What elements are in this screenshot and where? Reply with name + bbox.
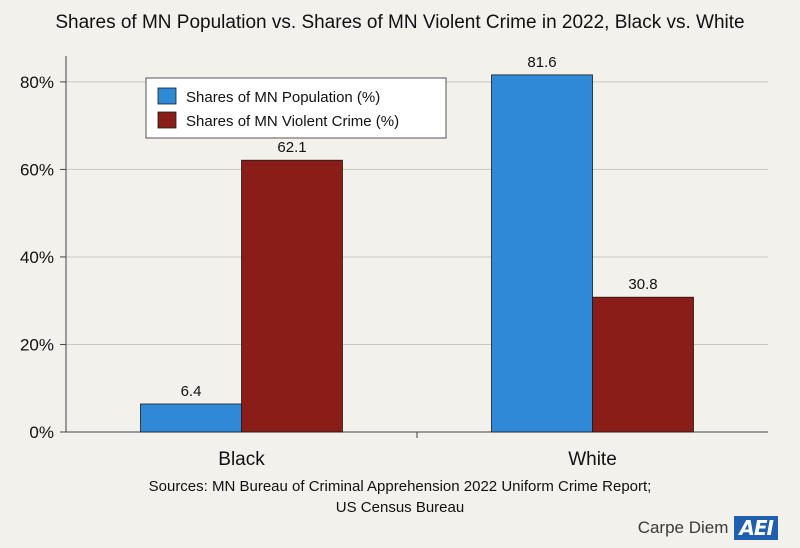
source-line-2: US Census Bureau	[335, 499, 465, 516]
legend-swatch	[157, 87, 177, 105]
bar	[592, 296, 694, 433]
x-category-label: White	[568, 449, 617, 470]
bar	[140, 403, 242, 433]
chart-title: Shares of MN Population vs. Shares of MN…	[55, 12, 745, 33]
bar	[491, 74, 593, 433]
source-line-1: Sources: MN Bureau of Criminal Apprehens…	[148, 478, 652, 495]
y-tick-label: 80%	[20, 73, 54, 92]
aei-logo: AEI	[734, 516, 778, 540]
y-tick-label: 0%	[29, 423, 54, 442]
legend-box	[145, 77, 447, 139]
data-label: 81.6	[527, 54, 556, 71]
y-tick-label: 40%	[20, 248, 54, 267]
bar	[241, 159, 343, 433]
legend-label: Shares of MN Population (%)	[186, 89, 380, 106]
data-label: 6.4	[181, 383, 202, 400]
y-tick-label: 60%	[20, 160, 54, 179]
data-label: 30.8	[628, 276, 657, 293]
legend-label: Shares of MN Violent Crime (%)	[186, 113, 399, 130]
legend-swatch	[157, 111, 177, 129]
source-note: Sources: MN Bureau of Criminal Apprehens…	[0, 476, 800, 518]
brand-text: Carpe Diem	[637, 518, 729, 537]
y-tick-label: 20%	[20, 335, 54, 354]
x-category-label: Black	[218, 449, 265, 470]
data-label: 62.1	[277, 139, 306, 156]
brand: Carpe Diem AEI	[638, 516, 778, 540]
